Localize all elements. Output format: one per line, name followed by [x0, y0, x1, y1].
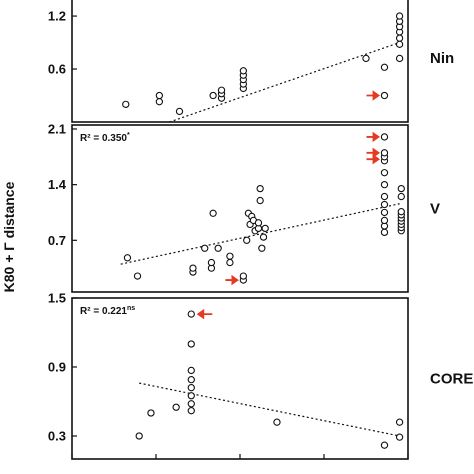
data-point [187, 375, 195, 384]
data-point [226, 252, 234, 260]
data-point [214, 244, 222, 252]
r-squared-label: R² = 0.350* [80, 132, 130, 144]
highlight-arrow [366, 90, 381, 101]
significance-marker: ns [127, 305, 135, 312]
data-point [135, 432, 143, 440]
plot-frame [71, 297, 409, 460]
data-point [395, 54, 404, 63]
plot-frame [71, 0, 409, 123]
data-point [397, 192, 405, 201]
r-squared-label: R² = 0.221ns [80, 305, 135, 317]
highlight-arrow [196, 308, 213, 320]
data-point [187, 310, 195, 318]
data-point [256, 184, 264, 193]
highlight-arrow [366, 131, 381, 143]
data-point [380, 216, 389, 225]
y-tick-label: 1.5 [48, 291, 66, 306]
data-point [395, 12, 404, 20]
data-point [226, 258, 234, 267]
data-point [201, 244, 209, 252]
panel-core: 0.3 0.9 1.5 R² = 0.221ns CORE [48, 291, 473, 460]
data-point [239, 67, 248, 75]
data-point [380, 133, 389, 141]
data-point [395, 418, 404, 426]
data-point [123, 254, 132, 262]
data-point [380, 228, 389, 237]
data-point [239, 272, 248, 280]
data-point [380, 208, 389, 217]
data-point [133, 272, 142, 280]
panel-label: Nin [430, 50, 454, 67]
data-point [256, 196, 264, 205]
data-point [380, 441, 389, 449]
trend-line [120, 203, 400, 265]
highlight-arrow [366, 147, 381, 159]
y-tick-label: 1.4 [48, 177, 67, 192]
data-point [187, 340, 195, 348]
panel-v: 0.7 1.4 2.1 R² = 0.350* V [48, 121, 440, 293]
panel-label: V [430, 201, 440, 218]
data-point [261, 224, 269, 233]
plot-frame [71, 124, 409, 293]
panel-nin: 0.6 1.2 Nin [48, 0, 454, 123]
data-point [217, 86, 226, 94]
data-point [397, 208, 405, 216]
y-tick-label: 1.2 [48, 9, 66, 24]
data-point [380, 63, 389, 71]
highlight-arrow [225, 274, 239, 286]
data-point [147, 409, 155, 417]
trend-line [169, 41, 400, 123]
significance-marker: * [127, 132, 130, 139]
trend-line [139, 382, 400, 437]
data-point [380, 149, 389, 157]
data-point [273, 418, 281, 426]
y-axis-label: K80 + Γ distance [1, 181, 17, 292]
data-point [380, 192, 389, 201]
data-point [395, 433, 404, 441]
panels: 0.6 1.2 Nin 0.7 1.4 2.1 R² = 0.350* V 0.3 0.9 1.5 R… [48, 0, 473, 460]
panel-label: CORE [430, 371, 473, 388]
data-point [187, 392, 195, 400]
y-tick-label: 2.1 [48, 121, 66, 136]
data-point [259, 233, 268, 241]
data-point [187, 366, 195, 375]
data-point [243, 236, 251, 244]
data-point [380, 91, 389, 100]
data-point [380, 200, 389, 209]
data-point [187, 407, 195, 415]
data-point [187, 400, 195, 408]
data-point [155, 98, 164, 106]
data-point [362, 54, 370, 63]
data-point [258, 244, 266, 252]
data-point [187, 384, 195, 392]
data-point [175, 107, 184, 116]
y-tick-label: 0.9 [48, 360, 66, 375]
data-point [254, 219, 263, 227]
data-point [172, 403, 180, 411]
y-tick-label: 0.6 [48, 62, 66, 77]
data-point [395, 40, 404, 48]
data-point [207, 258, 216, 267]
highlight-arrow [366, 153, 381, 165]
data-point [209, 91, 217, 100]
data-point [122, 100, 130, 108]
data-point [155, 91, 164, 100]
y-tick-label: 0.3 [48, 429, 66, 444]
data-point [189, 264, 197, 272]
data-point [395, 34, 404, 42]
data-point [209, 209, 217, 217]
y-tick-label: 0.7 [48, 233, 66, 248]
data-point [380, 180, 389, 189]
data-point [380, 169, 389, 177]
data-point [397, 184, 405, 193]
